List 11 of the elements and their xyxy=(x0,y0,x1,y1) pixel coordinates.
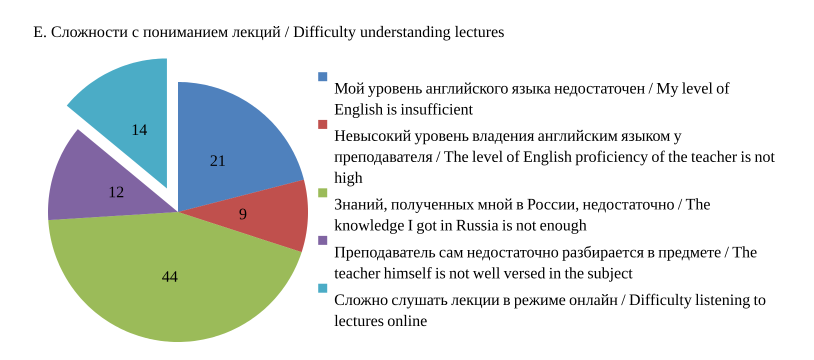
data-label: 21 xyxy=(210,155,225,166)
chart-title: Е. Сложности с пониманием лекций / Difficulty understanding lectures xyxy=(34,26,504,40)
legend-label: Сложно слушать лекции в режиме онлайн / Difficulty listening to lectures online xyxy=(334,294,766,326)
legend-label: Мой уровень английского языка недостаточен / My level of English is insufficient xyxy=(334,82,730,118)
legend-label: Преподаватель сам недостаточно разбирается в предмете / The teacher himself is not well versed in the subject xyxy=(334,246,757,282)
data-label: 14 xyxy=(132,124,148,135)
data-label: 44 xyxy=(162,271,178,282)
legend-label: Невысокий уровень владения английским языком у преподавателя / The level of English proficiency of the teacher is not high xyxy=(334,130,775,186)
data-label: 9 xyxy=(239,208,246,220)
data-label: 12 xyxy=(110,186,124,198)
legend-label: Знаний, полученных мной в России, недостаточно / The knowledge I got in Russia is not enough xyxy=(334,198,710,234)
